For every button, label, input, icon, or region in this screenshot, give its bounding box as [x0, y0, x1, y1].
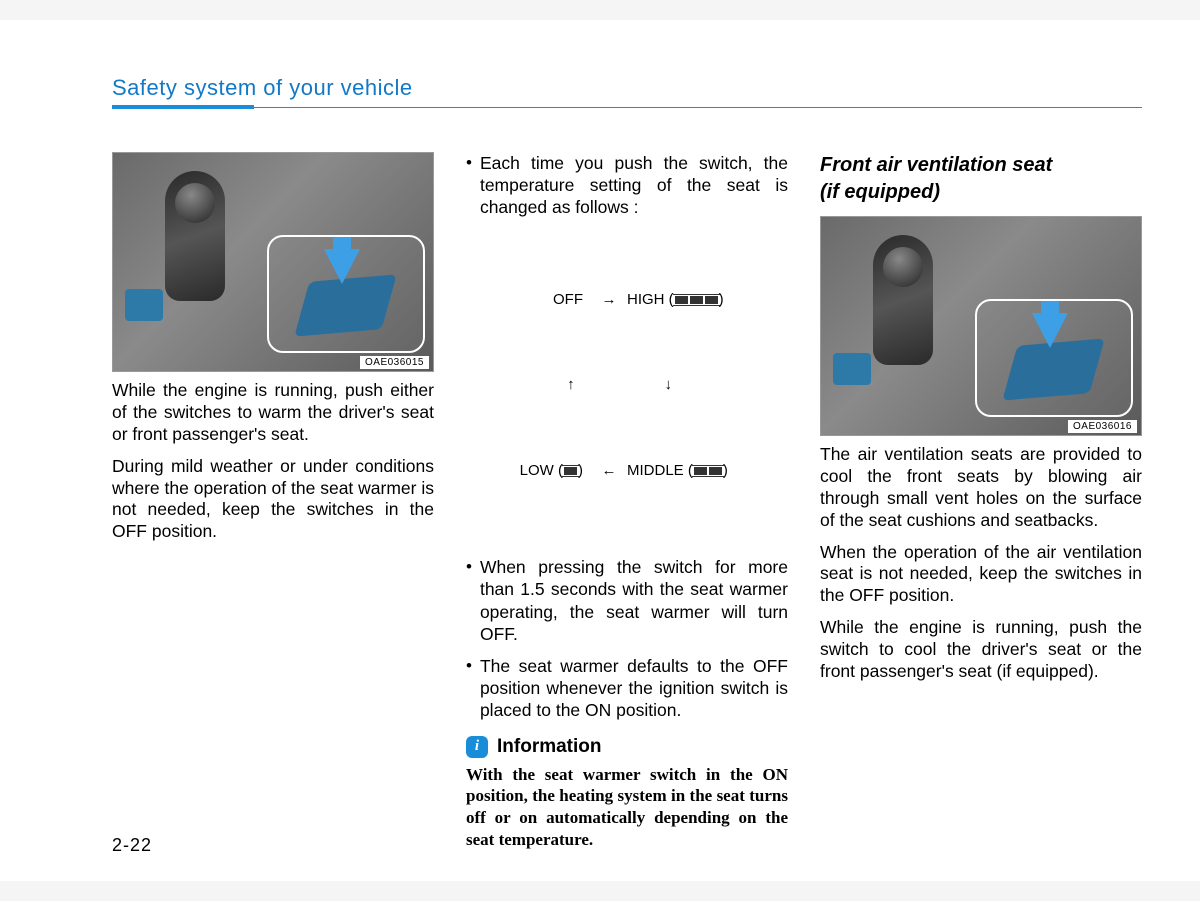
figure-seat-warmer: OAE036015	[112, 152, 434, 372]
arrow-down-icon	[324, 249, 360, 284]
bullet-item: • When pressing the switch for more than…	[466, 556, 788, 645]
paragraph: During mild weather or under conditions …	[112, 456, 434, 544]
gear-shifter-graphic	[165, 171, 225, 301]
cycle-middle-label: MIDDLE (	[627, 462, 693, 479]
arrow-down-icon	[1032, 313, 1068, 348]
cycle-row: ↑ ↓	[476, 371, 788, 400]
arrow-up-icon: ↑	[476, 371, 591, 400]
figure-caption: OAE036015	[360, 356, 429, 369]
manual-page: Safety system of your vehicle OAE036015 …	[0, 20, 1200, 881]
bullet-dot: •	[466, 152, 472, 219]
column-left: OAE036015 While the engine is running, p…	[112, 152, 434, 851]
column-right: Front air ventilation seat (if equipped)…	[820, 152, 1142, 851]
cycle-middle: MIDDLE ()	[627, 457, 777, 486]
figure-callout	[975, 299, 1133, 417]
paragraph: While the engine is running, push either…	[112, 380, 434, 446]
figure-air-ventilation: OAE036016	[820, 216, 1142, 436]
arrow-left-icon: ←	[591, 457, 627, 486]
bullet-item: • Each time you push the switch, the tem…	[466, 152, 788, 219]
cycle-high: HIGH ()	[627, 286, 777, 315]
cycle-off: OFF	[476, 286, 591, 315]
gear-shifter-graphic	[873, 235, 933, 365]
cycle-low: LOW ()	[476, 457, 591, 486]
content-columns: OAE036015 While the engine is running, p…	[112, 152, 1142, 851]
figure-callout	[267, 235, 425, 353]
heat-bar-icon	[675, 296, 688, 304]
header-title: Safety system of your vehicle	[112, 75, 1142, 101]
column-middle: • Each time you push the switch, the tem…	[466, 152, 788, 851]
cycle-row: OFF → HIGH ()	[476, 286, 788, 315]
heat-bar-icon	[690, 296, 703, 304]
header-rule	[112, 105, 1142, 107]
header-rule-thin	[112, 107, 1142, 108]
info-text: With the seat warmer switch in the ON po…	[466, 764, 788, 851]
arrow-down-icon: ↓	[627, 371, 777, 400]
section-heading: Front air ventilation seat (if equipped)	[820, 152, 1142, 206]
heading-line1: Front air ventilation seat	[820, 154, 1052, 176]
heading-line2: (if equipped)	[820, 181, 940, 203]
figure-caption: OAE036016	[1068, 420, 1137, 433]
cycle-low-label: LOW (	[520, 462, 563, 479]
info-icon: i	[466, 736, 488, 758]
bullet-text: The seat warmer defaults to the OFF posi…	[480, 655, 788, 722]
page-number: 2-22	[112, 835, 152, 856]
heat-bar-icon	[564, 467, 577, 475]
bullet-item: • The seat warmer defaults to the OFF po…	[466, 655, 788, 722]
cycle-row: LOW () ← MIDDLE ()	[476, 457, 788, 486]
arrow-right-icon: →	[591, 286, 627, 315]
seat-button-graphic	[125, 289, 163, 321]
paragraph: While the engine is running, push the sw…	[820, 617, 1142, 683]
paragraph: When the operation of the air ventilatio…	[820, 542, 1142, 608]
seat-button-graphic	[833, 353, 871, 385]
bullet-text: Each time you push the switch, the tempe…	[480, 152, 788, 219]
heat-bar-icon	[694, 467, 707, 475]
bullet-dot: •	[466, 655, 472, 722]
temperature-cycle-diagram: OFF → HIGH () ↑ ↓ LOW () ← MIDDLE ()	[476, 229, 788, 543]
info-title: Information	[497, 736, 602, 758]
page-header: Safety system of your vehicle	[112, 75, 1142, 107]
heat-bar-icon	[705, 296, 718, 304]
heat-bar-icon	[709, 467, 722, 475]
paragraph: The air ventilation seats are provided t…	[820, 444, 1142, 532]
cycle-high-label: HIGH (	[627, 291, 674, 308]
bullet-text: When pressing the switch for more than 1…	[480, 556, 788, 645]
information-header: i Information	[466, 736, 788, 758]
bullet-dot: •	[466, 556, 472, 645]
